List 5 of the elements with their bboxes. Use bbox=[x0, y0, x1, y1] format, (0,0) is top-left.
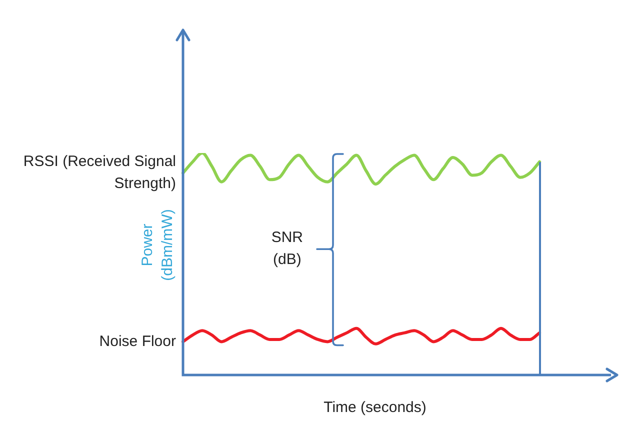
x-axis-title: Time (seconds) bbox=[322, 398, 428, 418]
annotation: SNR (dB) bbox=[270, 228, 304, 270]
y-axis-title: Power (dBm/mW) bbox=[138, 208, 177, 283]
series-label: RSSI (Received Signal Strength) bbox=[22, 152, 176, 194]
series-label: Noise Floor bbox=[98, 332, 176, 352]
